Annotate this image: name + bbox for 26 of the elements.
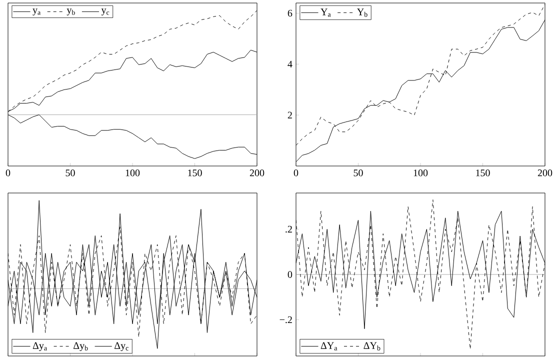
x-tick-label: 50 [354, 170, 363, 176]
x-tick-label: 200 [250, 170, 264, 176]
legend-label: Δy$_{b}$ [74, 342, 88, 352]
y-tick-label: .2 [286, 226, 292, 233]
x-tick-label: 150 [188, 170, 202, 176]
y-tick-label: 6 [288, 10, 292, 17]
x-tick-label: 0 [294, 170, 298, 176]
y-tick-label: −.2 [280, 316, 292, 324]
y-tick-label: 0 [288, 271, 292, 278]
legend-label: Δy$_{a}$ [32, 342, 47, 352]
x-tick-label: 200 [538, 170, 552, 176]
legend-label: Δy$_{c}$ [114, 342, 128, 352]
y-tick-label: 2 [288, 112, 292, 118]
x-tick-label: 150 [476, 170, 490, 176]
legend-label: ΔY$_{b}$ [364, 342, 380, 350]
legend-label: Y$_{a}$ [320, 8, 331, 17]
legend-label: y$_{a}$ [32, 8, 41, 16]
x-tick-label: 100 [126, 170, 140, 176]
y-tick-label: 4 [288, 60, 292, 68]
legend-label: Y$_{b}$ [357, 8, 368, 17]
x-tick-label: 100 [414, 170, 428, 176]
x-tick-label: 0 [6, 170, 10, 176]
x-tick-label: 50 [66, 170, 75, 176]
legend-label: ΔY$_{a}$ [320, 342, 338, 350]
legend-label: y$_{c}$ [101, 8, 110, 16]
legend-label: y$_{b}$ [66, 8, 75, 16]
